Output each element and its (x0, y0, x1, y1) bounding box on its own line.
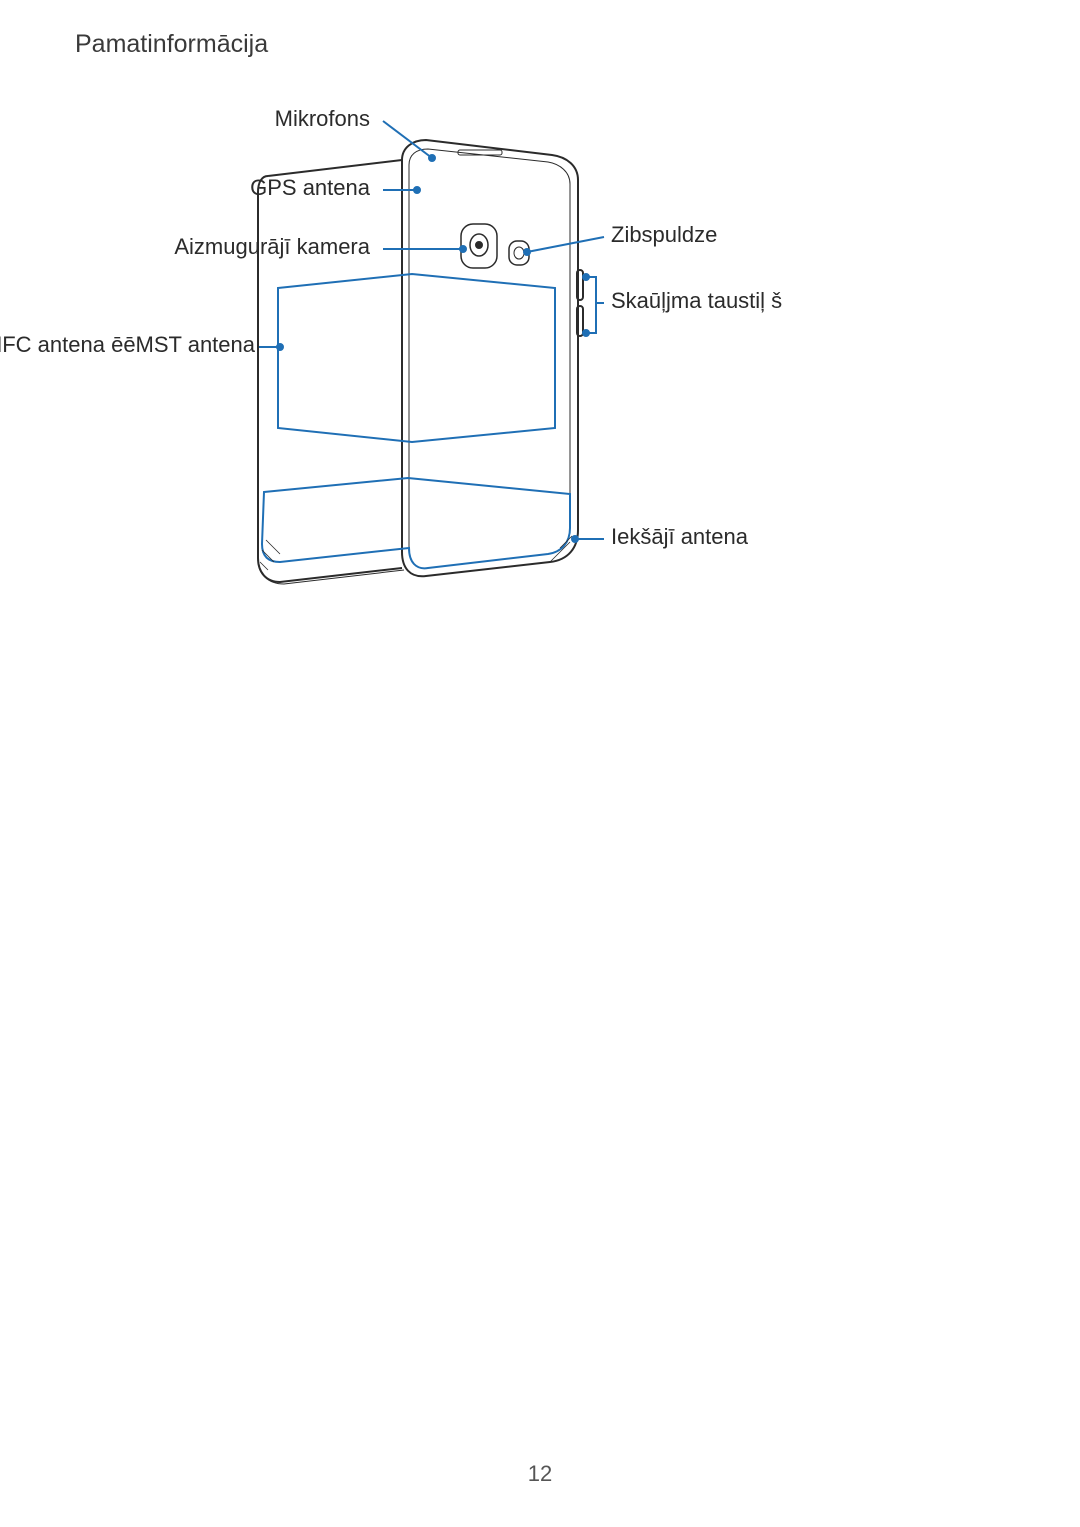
label-gps: GPS antena (250, 175, 371, 200)
phone-diagram-svg: Mikrofons GPS antena Aizmugurājī kamera … (0, 0, 1080, 1527)
label-rear-camera: Aizmugurājī kamera (174, 234, 370, 259)
diagram-labels: Mikrofons GPS antena Aizmugurājī kamera … (0, 106, 782, 549)
label-volume: Skaūļjma taustiļ š (611, 288, 782, 313)
page-number: 12 (0, 1461, 1080, 1487)
page-root: Pamatinformācija (0, 0, 1080, 1527)
label-nfc-mst: NFC antena ēēMST antena (0, 332, 256, 357)
phone-body (258, 140, 583, 584)
label-flash: Zibspuldze (611, 222, 717, 247)
label-inner: Iekšājī antena (611, 524, 749, 549)
label-mikrofons: Mikrofons (275, 106, 370, 131)
